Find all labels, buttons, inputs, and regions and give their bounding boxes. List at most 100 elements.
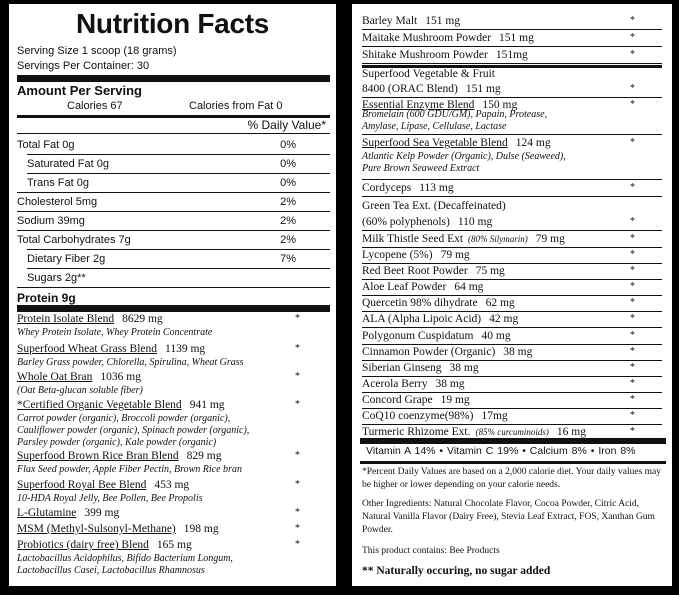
- ingredient-row: CoQ10 coenzyme(98%) 17mg *: [362, 410, 662, 422]
- divider: [362, 344, 662, 345]
- divider: [27, 173, 330, 174]
- blend-amount: 941 mg: [189, 399, 225, 411]
- divider: [27, 268, 330, 269]
- serving-size: Serving Size 1 scoop (18 grams): [17, 45, 177, 57]
- ingredient-name: Maitake Mushroom Powder: [362, 32, 492, 44]
- divider: [362, 424, 662, 425]
- divider: [362, 295, 662, 296]
- blend-row: Whole Oat Bran 1036 mg *: [17, 371, 317, 383]
- blend-description: 10-HDA Royal Jelly, Bee Pollen, Bee Prop…: [17, 493, 203, 504]
- divider: [362, 360, 662, 361]
- ingredient-row: Shitake Mushroom Powder 151mg *: [362, 49, 662, 61]
- divider: [362, 392, 662, 393]
- divider: [362, 63, 662, 64]
- ingredient-amount: 79 mg: [440, 249, 470, 261]
- ingredient-name: CoQ10 coenzyme(98%): [362, 410, 474, 422]
- ingredient-amount: 19 mg: [440, 394, 470, 406]
- ingredient-row: Polygonum Cuspidatum 40 mg *: [362, 330, 662, 342]
- blend-name: Superfood Royal Bee Blend: [17, 479, 147, 491]
- sugar-note: ** Naturally occuring, no sugar added: [362, 565, 551, 577]
- nutrient-daily-value: 0%: [280, 158, 296, 170]
- ingredient-amount: 42 mg: [489, 313, 519, 325]
- ingredient-name: Polygonum Cuspidatum: [362, 330, 474, 342]
- divider: [362, 279, 662, 280]
- blend-description: Flax Seed powder, Apple Fiber Pectin, Br…: [17, 464, 242, 475]
- ingredient-name: Essential Enzyme Blend: [362, 99, 475, 111]
- medium-divider: [360, 461, 666, 464]
- servings-per-container: Servings Per Container: 30: [17, 60, 150, 72]
- ingredient-amount: 40 mg: [481, 330, 511, 342]
- nutrient-name: Saturated Fat 0g: [27, 158, 109, 170]
- divider: [362, 97, 662, 98]
- ingredient-amount: 110 mg: [457, 216, 493, 228]
- blend-row: Superfood Royal Bee Blend 453 mg *: [17, 479, 317, 491]
- ingredient-name: Cinnamon Powder (Organic): [362, 346, 496, 358]
- ingredient-amount: 124 mg: [515, 137, 551, 149]
- asterisk: *: [630, 265, 635, 276]
- amount-per-serving: Amount Per Serving: [17, 83, 142, 98]
- asterisk: *: [630, 182, 635, 193]
- blend-name: Whole Oat Bran: [17, 371, 93, 383]
- nutrient-name: Cholesterol 5mg: [17, 196, 98, 208]
- ingredient-amount: 62 mg: [485, 297, 515, 309]
- blend-amount: 1139 mg: [165, 343, 206, 355]
- ingredient-row: Concord Grape 19 mg *: [362, 394, 662, 406]
- ingredient-row: Siberian Ginseng 38 mg *: [362, 362, 662, 374]
- blend-name: *Certified Organic Vegetable Blend: [17, 399, 182, 411]
- ingredient-name: Quercetin 98% dihydrate: [362, 297, 478, 309]
- enzyme-blend-description: Bromelain (600 GDU/GM), Papain, Protease…: [362, 109, 548, 132]
- asterisk: *: [295, 399, 300, 410]
- divider: [27, 154, 330, 155]
- asterisk: *: [630, 99, 635, 110]
- ingredient-standardization: (85% curcuminoids): [475, 427, 549, 437]
- asterisk: *: [630, 83, 635, 94]
- ingredient-amount: 151 mg: [499, 32, 534, 44]
- blend-row: Probiotics (dairy free) Blend 165 mg *: [17, 539, 317, 551]
- divider: [362, 376, 662, 377]
- divider: [362, 263, 662, 264]
- ingredient-row: Maitake Mushroom Powder 151 mg *: [362, 32, 662, 44]
- divider: [362, 196, 662, 197]
- blend-description: Lactobacillus Acidophilus, Bifido Bacter…: [17, 553, 233, 564]
- ingredient-row: Red Beet Root Powder 75 mg *: [362, 265, 662, 277]
- ingredient-row: 8400 (ORAC Blend) 151 mg *: [362, 83, 662, 95]
- ingredient-row: Essential Enzyme Blend 150 mg *: [362, 99, 662, 111]
- ingredient-name: Siberian Ginseng: [362, 362, 442, 374]
- divider: [362, 247, 662, 248]
- nutrient-daily-value: 7%: [280, 253, 296, 265]
- blend-name: Superfood Wheat Grass Blend: [17, 343, 157, 355]
- ingredient-amount: 64 mg: [454, 281, 484, 293]
- asterisk: *: [630, 426, 635, 437]
- ingredient-name: Green Tea Ext. (Decaffeinated): [362, 200, 506, 212]
- ingredient-name: Superfood Sea Vegetable Blend: [362, 137, 508, 149]
- medium-divider: [17, 115, 330, 118]
- asterisk: *: [630, 137, 635, 148]
- nutrient-name: Total Fat 0g: [17, 139, 75, 151]
- blend-description: Whey Protein Isolate, Whey Protein Conce…: [17, 327, 213, 338]
- asterisk: *: [295, 539, 300, 550]
- asterisk: *: [630, 330, 635, 341]
- blend-amount: 198 mg: [183, 523, 219, 535]
- ingredient-row: ALA (Alpha Lipoic Acid) 42 mg *: [362, 313, 662, 325]
- asterisk: *: [630, 362, 635, 373]
- asterisk: *: [630, 281, 635, 292]
- divider: [17, 287, 330, 288]
- blend-name: MSM (Methyl-Sulsonyl-Methane): [17, 523, 176, 535]
- daily-value-header: % Daily Value*: [247, 118, 326, 132]
- ingredient-name: ALA (Alpha Lipoic Acid): [362, 313, 482, 325]
- ingredient-amount: 151mg: [495, 49, 528, 61]
- ingredient-name: Superfood Vegetable & Fruit: [362, 68, 495, 80]
- blend-name: Superfood Brown Rice Bran Blend: [17, 450, 179, 462]
- asterisk: *: [630, 32, 635, 43]
- sea-vegetable-description: Atlantic Kelp Powder (Organic), Dulse (S…: [362, 151, 566, 174]
- daily-values-footnote: *Percent Daily Values are based on a 2,0…: [362, 467, 661, 490]
- blend-description: Lactobacillus Casei, Lactobacillus Rhamn…: [17, 565, 205, 576]
- ingredient-standardization: (80% Silymarin): [468, 234, 528, 244]
- ingredient-amount: 16 mg: [556, 426, 586, 438]
- ingredient-name: Shitake Mushroom Powder: [362, 49, 488, 61]
- ingredient-amount: 75 mg: [475, 265, 505, 277]
- nutrient-name: Sugars 2g**: [27, 272, 86, 284]
- ingredient-name: 8400 (ORAC Blend): [362, 83, 458, 95]
- asterisk: *: [630, 410, 635, 421]
- blend-description: Barley Grass powder, Chlorella, Spirulin…: [17, 357, 244, 368]
